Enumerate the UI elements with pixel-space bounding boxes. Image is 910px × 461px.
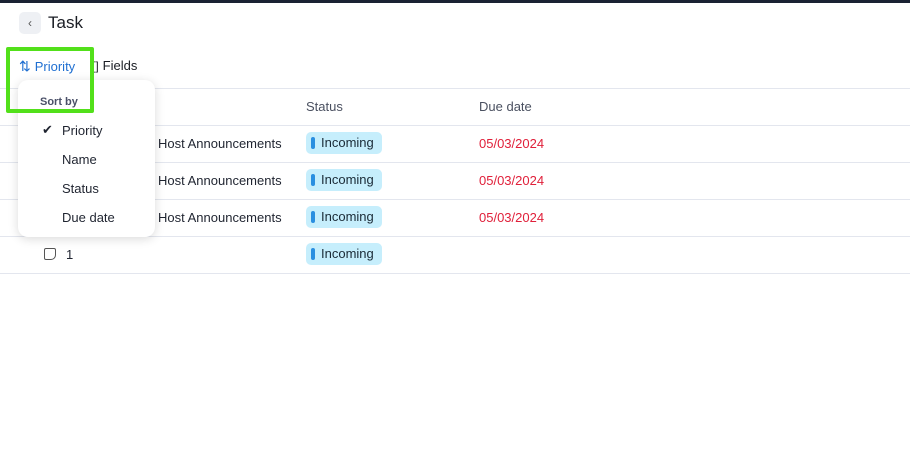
fields-label: Fields: [102, 58, 138, 73]
back-button[interactable]: ‹: [19, 12, 41, 34]
divider: [0, 236, 910, 237]
top-bar: [0, 0, 910, 3]
divider: [0, 88, 910, 89]
task-name: Host Announcements: [158, 136, 282, 151]
task-name: Host Announcements: [158, 173, 282, 188]
sort-option-status[interactable]: Status: [18, 177, 155, 201]
task-name: Host Announcements: [158, 210, 282, 225]
column-header-due-date[interactable]: Due date: [479, 99, 532, 114]
option-label: Due date: [62, 210, 115, 225]
option-label: Status: [62, 181, 99, 196]
fields-icon: []: [92, 58, 99, 73]
sort-arrows-icon: ⇅: [19, 58, 31, 74]
sort-label: Priority: [34, 59, 76, 74]
due-date: 05/03/2024: [479, 210, 545, 225]
divider: [0, 199, 910, 200]
sort-menu-heading: Sort by: [40, 96, 78, 108]
table-row[interactable]: Host Announcements Incoming 05/03/2024: [0, 125, 910, 162]
status-badge: Incoming: [306, 206, 382, 228]
column-header-status[interactable]: Status: [306, 99, 343, 114]
status-badge: Incoming: [306, 169, 382, 191]
option-label: Priority: [62, 123, 103, 138]
sort-option-priority[interactable]: ✔ Priority: [18, 119, 155, 143]
chevron-left-icon: ‹: [28, 16, 32, 30]
status-badge: Incoming: [306, 132, 382, 154]
due-date: 05/03/2024: [479, 173, 545, 188]
checkmark-icon: ✔: [42, 122, 53, 137]
divider: [0, 162, 910, 163]
table-row[interactable]: 1 Incoming: [0, 236, 910, 273]
task-name: 1: [66, 247, 74, 262]
table-row[interactable]: Host Announcements Incoming 05/03/2024: [0, 199, 910, 236]
sort-button[interactable]: ⇅ Priority: [19, 58, 75, 75]
divider: [0, 125, 910, 126]
fields-button[interactable]: [] Fields: [92, 58, 137, 73]
sort-menu: Sort by ✔ Priority Name Status Due date: [18, 80, 155, 237]
due-date: 05/03/2024: [479, 136, 545, 151]
sort-option-due-date[interactable]: Due date: [18, 206, 155, 230]
table-row[interactable]: Host Announcements Incoming 05/03/2024: [0, 162, 910, 199]
note-icon: [44, 248, 56, 260]
page-title: Task: [48, 13, 83, 32]
divider: [0, 273, 910, 274]
option-label: Name: [62, 152, 97, 167]
sort-option-name[interactable]: Name: [18, 148, 155, 172]
status-badge: Incoming: [306, 243, 382, 265]
